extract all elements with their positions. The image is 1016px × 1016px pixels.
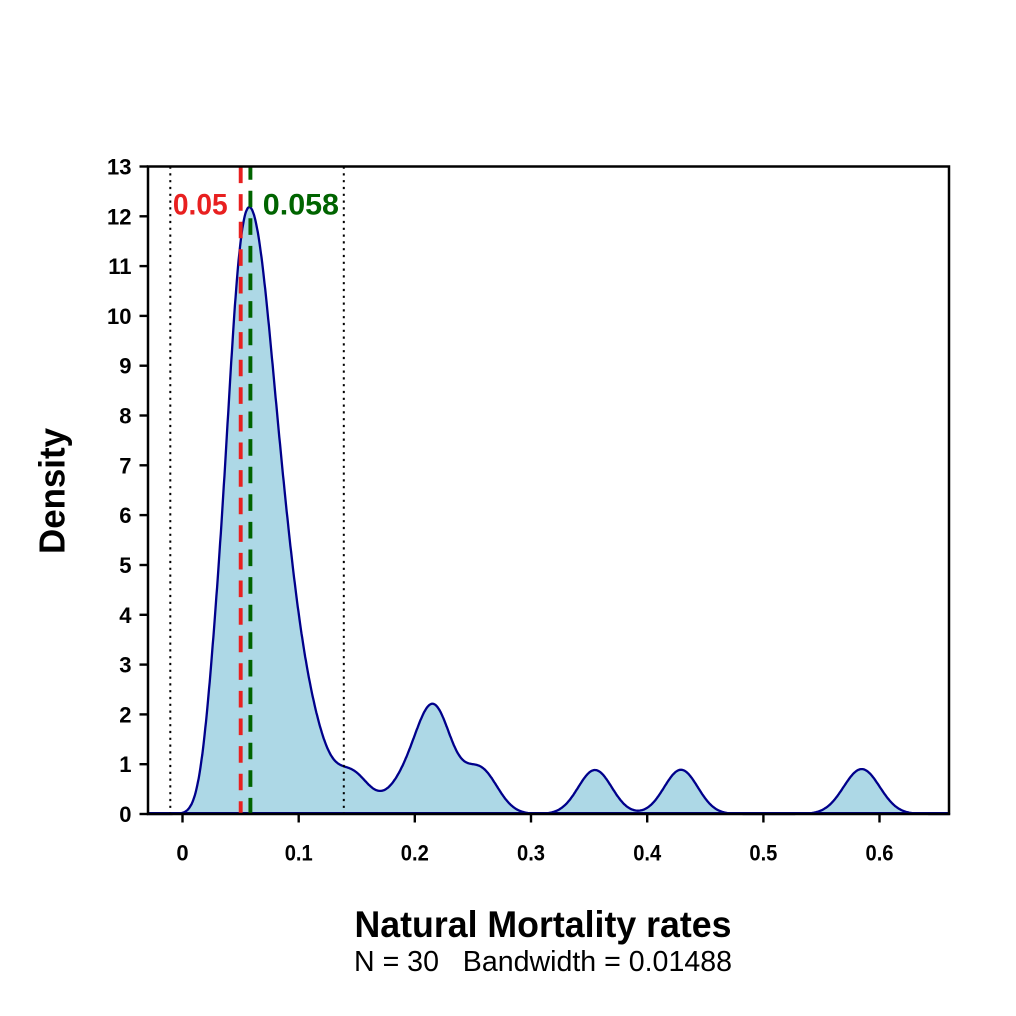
svg-text:9: 9 xyxy=(119,354,131,379)
svg-text:0.1: 0.1 xyxy=(285,841,313,866)
svg-text:8: 8 xyxy=(119,404,131,429)
svg-text:Natural Mortality rates: Natural Mortality rates xyxy=(355,903,732,945)
svg-text:13: 13 xyxy=(107,155,131,180)
svg-text:0.058: 0.058 xyxy=(263,188,339,221)
svg-text:1: 1 xyxy=(119,752,131,777)
svg-text:4: 4 xyxy=(119,603,132,628)
svg-text:N = 30 Bandwidth = 0.01488: N = 30 Bandwidth = 0.01488 xyxy=(354,946,732,978)
svg-text:5: 5 xyxy=(119,553,131,578)
svg-text:0.2: 0.2 xyxy=(401,841,429,866)
svg-text:0.05: 0.05 xyxy=(173,188,228,221)
svg-text:12: 12 xyxy=(107,204,131,229)
svg-text:Density: Density xyxy=(32,427,73,554)
svg-text:0: 0 xyxy=(176,841,188,866)
svg-text:6: 6 xyxy=(119,503,131,528)
svg-text:10: 10 xyxy=(107,304,131,329)
svg-text:0: 0 xyxy=(119,802,131,827)
svg-text:2: 2 xyxy=(119,702,131,727)
svg-text:0.3: 0.3 xyxy=(517,841,545,866)
svg-text:0.5: 0.5 xyxy=(749,841,777,866)
svg-text:0.6: 0.6 xyxy=(866,841,894,866)
svg-text:3: 3 xyxy=(119,653,131,678)
svg-text:0.4: 0.4 xyxy=(633,841,662,866)
svg-text:7: 7 xyxy=(119,453,131,478)
svg-text:11: 11 xyxy=(108,254,131,279)
